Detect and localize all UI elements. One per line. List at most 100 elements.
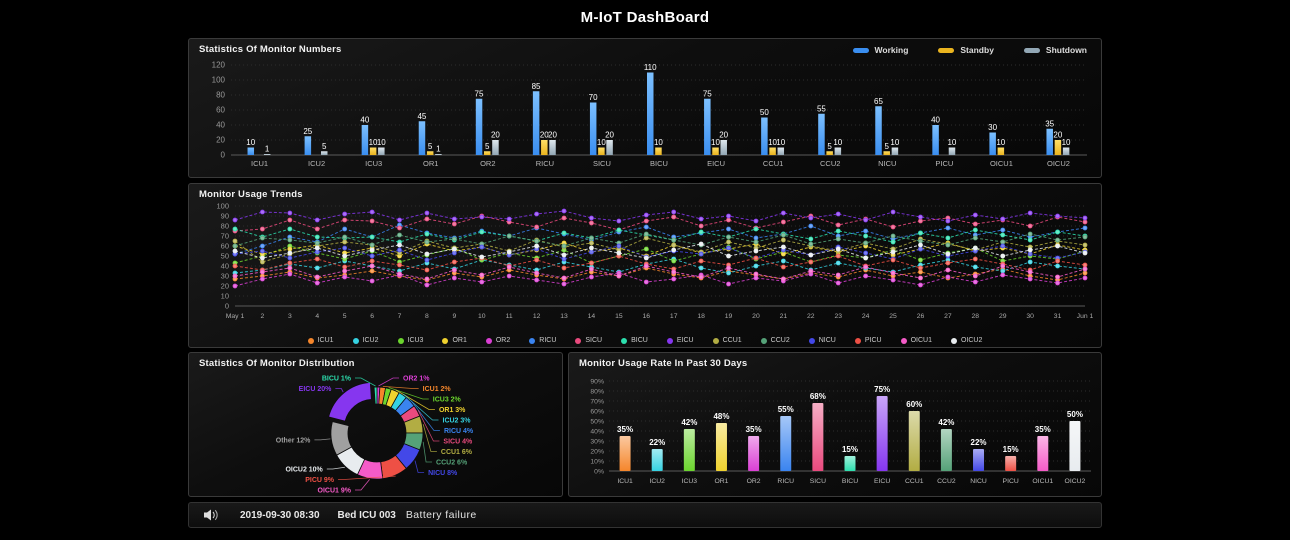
svg-text:6: 6 xyxy=(370,313,374,320)
alarm-bed: Bed ICU 003 xyxy=(337,509,396,521)
svg-text:24: 24 xyxy=(862,313,870,320)
svg-text:12: 12 xyxy=(533,313,541,320)
usage-rate-chart: 0% 10% 20% 30% 40% 50% 60% 70% 80% 90% ICU1 35% ICU2… xyxy=(590,379,1091,485)
svg-text:30: 30 xyxy=(221,272,229,281)
legend-item-sicu[interactable]: SICU xyxy=(575,337,602,344)
page-title: M-IoT DashBoard xyxy=(580,9,710,26)
legend-item-icu1[interactable]: ICU1 xyxy=(307,337,334,344)
legend-item-picu[interactable]: PICU xyxy=(854,337,882,344)
svg-text:EICU 20%: EICU 20% xyxy=(299,386,332,393)
svg-text:CCU2: CCU2 xyxy=(820,159,840,168)
svg-text:10: 10 xyxy=(768,138,777,147)
svg-text:20: 20 xyxy=(1053,131,1062,140)
legend-label: CCU1 xyxy=(722,337,742,344)
legend-item-ricu[interactable]: RICU xyxy=(529,337,556,344)
legend-label: RICU xyxy=(539,337,557,344)
legend-label: OR1 xyxy=(452,337,467,344)
svg-text:OR1: OR1 xyxy=(714,478,728,485)
svg-text:EICU: EICU xyxy=(874,478,890,485)
legend-swatch xyxy=(852,47,869,53)
svg-text:40%: 40% xyxy=(590,429,604,436)
svg-text:75: 75 xyxy=(703,89,712,98)
monitor-distribution-chart: BICU 1% EICU 20% Other 12% OICU2 10% PICU 9%… xyxy=(276,376,474,495)
usage-trends-title: Monitor Usage Trends xyxy=(199,189,303,200)
legend-dot xyxy=(529,337,536,344)
legend-item-icu2[interactable]: ICU2 xyxy=(352,337,379,344)
legend-label: BICU xyxy=(631,337,648,344)
legend-item-standby[interactable]: Standby xyxy=(938,45,994,55)
svg-text:OICU1 9%: OICU1 9% xyxy=(318,488,352,495)
legend-dot xyxy=(760,337,767,344)
svg-text:OR1: OR1 xyxy=(423,159,438,168)
svg-text:120: 120 xyxy=(212,61,226,70)
svg-text:20: 20 xyxy=(752,313,760,320)
svg-text:20: 20 xyxy=(540,131,549,140)
legend-item-nicu[interactable]: NICU xyxy=(808,337,836,344)
legend-item-ccu2[interactable]: CCU2 xyxy=(760,337,790,344)
svg-text:70%: 70% xyxy=(590,399,604,406)
legend-label: CCU2 xyxy=(770,337,790,344)
svg-text:ICU2 3%: ICU2 3% xyxy=(443,418,472,425)
alarm-message: Battery failure xyxy=(405,509,477,521)
svg-text:PICU 9%: PICU 9% xyxy=(305,477,335,484)
svg-text:80: 80 xyxy=(221,222,229,231)
svg-text:9: 9 xyxy=(452,313,456,320)
svg-text:20: 20 xyxy=(605,131,614,140)
legend-dot xyxy=(397,337,404,344)
svg-text:45: 45 xyxy=(417,112,426,121)
legend-item-shutdown[interactable]: Shutdown xyxy=(1023,45,1087,55)
svg-text:26: 26 xyxy=(917,313,925,320)
alarm-time: 2019-09-30 08:30 xyxy=(240,509,320,521)
svg-text:OR2: OR2 xyxy=(480,159,495,168)
svg-text:29: 29 xyxy=(999,313,1007,320)
svg-text:16: 16 xyxy=(643,313,651,320)
svg-text:BICU: BICU xyxy=(842,478,858,485)
legend-item-or2[interactable]: OR2 xyxy=(485,337,510,344)
legend-item-or1[interactable]: OR1 xyxy=(442,337,467,344)
legend-label: Working xyxy=(874,45,909,55)
legend-dot xyxy=(442,337,449,344)
svg-text:25: 25 xyxy=(889,313,897,320)
svg-text:15%: 15% xyxy=(842,445,858,454)
svg-text:50%: 50% xyxy=(1067,410,1083,419)
legend-item-working[interactable]: Working xyxy=(852,45,909,55)
legend-label: SICU xyxy=(585,337,603,344)
legend-item-oicu2[interactable]: OICU2 xyxy=(950,337,982,344)
svg-text:48%: 48% xyxy=(713,412,729,421)
svg-text:40: 40 xyxy=(216,121,225,130)
svg-text:42%: 42% xyxy=(938,418,954,427)
svg-text:10: 10 xyxy=(654,138,663,147)
svg-text:BICU: BICU xyxy=(650,159,668,168)
svg-text:10: 10 xyxy=(369,138,378,147)
svg-text:RICU: RICU xyxy=(536,159,554,168)
legend-dot xyxy=(575,337,582,344)
svg-text:90: 90 xyxy=(221,212,229,221)
svg-text:15: 15 xyxy=(615,313,623,320)
legend-item-icu3[interactable]: ICU3 xyxy=(397,337,423,344)
svg-text:30%: 30% xyxy=(590,439,604,446)
svg-text:ICU2: ICU2 xyxy=(308,159,325,168)
svg-text:15%: 15% xyxy=(1003,445,1019,454)
svg-text:35%: 35% xyxy=(617,425,633,434)
svg-text:SICU 4%: SICU 4% xyxy=(443,439,473,446)
svg-text:CCU1: CCU1 xyxy=(763,159,783,168)
svg-text:OICU1: OICU1 xyxy=(1032,478,1053,485)
svg-text:EICU: EICU xyxy=(707,159,725,168)
svg-text:50: 50 xyxy=(760,108,769,117)
svg-text:75: 75 xyxy=(475,89,484,98)
svg-text:5: 5 xyxy=(827,142,832,151)
svg-text:PICU: PICU xyxy=(1003,478,1019,485)
svg-text:OICU2 10%: OICU2 10% xyxy=(285,467,323,474)
legend-label: OICU1 xyxy=(910,337,932,344)
legend-item-bicu[interactable]: BICU xyxy=(621,337,648,344)
legend-label: Shutdown xyxy=(1045,45,1087,55)
svg-text:23: 23 xyxy=(834,313,842,320)
svg-text:18: 18 xyxy=(697,313,705,320)
svg-text:10: 10 xyxy=(1062,138,1071,147)
legend-item-ccu1[interactable]: CCU1 xyxy=(712,337,742,344)
svg-text:27: 27 xyxy=(944,313,952,320)
svg-text:ICU1: ICU1 xyxy=(617,478,633,485)
legend-item-oicu1[interactable]: OICU1 xyxy=(900,337,932,344)
legend-item-eicu[interactable]: EICU xyxy=(666,337,694,344)
